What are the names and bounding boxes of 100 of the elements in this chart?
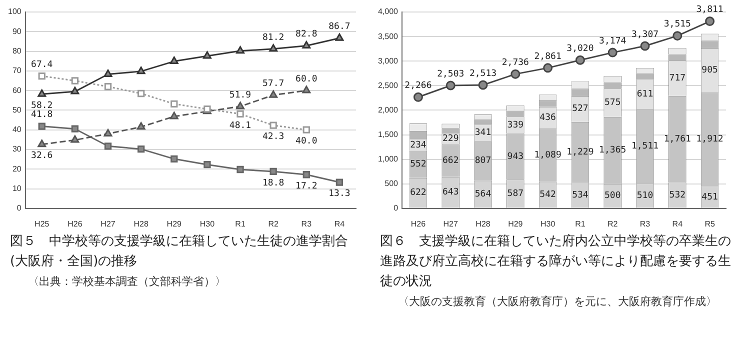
y-tick-label: 0: [394, 204, 399, 213]
data-label: 622: [410, 188, 426, 198]
y-tick-label: 1,500: [378, 130, 399, 139]
data-label: 41.8: [31, 110, 53, 120]
data-label: 2,513: [469, 68, 497, 79]
x-tick-label: H26: [68, 219, 83, 228]
x-tick-label: R3: [640, 219, 651, 228]
data-label: 3,515: [664, 20, 691, 30]
y-tick-label: 0: [16, 204, 22, 213]
data-label: 339: [507, 120, 524, 130]
data-label: 48.1: [229, 120, 252, 131]
data-label: 229: [442, 134, 459, 144]
x-tick-label: H30: [540, 219, 556, 228]
data-label: 2,266: [404, 80, 432, 91]
data-label: 42.3: [262, 132, 284, 142]
data-label: 564: [474, 190, 492, 200]
data-label: 436: [540, 112, 556, 123]
y-tick-label: 40: [12, 125, 22, 134]
y-tick-label: 20: [12, 164, 22, 174]
data-label: 51.9: [229, 90, 252, 100]
x-tick-label: H25: [34, 219, 50, 228]
y-tick-label: 3,000: [378, 56, 399, 66]
x-tick-label: H29: [166, 219, 182, 228]
data-label: 58.2: [31, 100, 53, 111]
x-tick-label: R2: [607, 219, 618, 228]
y-tick-label: 2,000: [378, 105, 399, 114]
x-tick-label: H27: [100, 219, 116, 228]
data-label: 1,089: [534, 150, 562, 160]
data-label: 527: [572, 104, 588, 114]
data-label: 3,307: [631, 30, 659, 40]
y-tick-label: 30: [12, 144, 22, 154]
data-label: 1,229: [566, 147, 594, 158]
y-tick-label: 1,000: [378, 154, 399, 164]
data-label: 611: [636, 90, 654, 100]
data-label: 234: [410, 140, 426, 150]
data-label: 534: [572, 190, 588, 200]
data-label: 17.2: [296, 181, 318, 192]
y-tick-label: 60: [12, 86, 22, 95]
data-label: 905: [702, 66, 718, 76]
data-label: 532: [669, 190, 686, 200]
data-label: 67.4: [31, 60, 53, 70]
data-label: 943: [507, 152, 524, 162]
y-tick-label: 50: [12, 105, 22, 114]
data-label: 510: [636, 190, 654, 201]
x-tick-label: R5: [704, 219, 716, 228]
data-label: 18.8: [262, 178, 284, 188]
data-label: 542: [540, 190, 556, 200]
text: 図６ 支援学級に在籍していた府内公立中学校等の卒業生の進路及び府立高校に在籍する障がい等により配慮を要する生徒の状況: [379, 233, 732, 291]
data-label: 662: [442, 156, 459, 166]
data-label: 82.8: [296, 30, 318, 40]
data-label: 1,912: [696, 134, 724, 145]
data-label: 807: [474, 156, 492, 166]
data-label: 552: [410, 160, 426, 170]
data-label: 500: [604, 191, 621, 202]
y-tick-label: 10: [12, 184, 22, 193]
data-label: 1,761: [664, 134, 691, 144]
data-label: 86.7: [328, 22, 350, 32]
data-label: 13.3: [328, 189, 350, 200]
data-label: 3,020: [566, 44, 594, 54]
x-tick-label: H27: [443, 219, 458, 228]
data-label: 643: [442, 188, 459, 198]
text: 図５ 中学校等の支援学級に在籍していた生徒の進学割合(大阪府・全国)の推移: [9, 233, 349, 271]
x-tick-label: R1: [575, 219, 586, 228]
y-tick-label: 500: [384, 179, 399, 188]
y-tick-label: 100: [8, 7, 22, 16]
y-tick-label: 2,500: [378, 80, 399, 90]
data-label: 32.6: [31, 151, 53, 162]
x-tick-label: R4: [672, 219, 684, 228]
x-tick-label: H26: [410, 219, 426, 228]
y-tick-label: 90: [12, 26, 22, 36]
y-tick-label: 4,000: [378, 7, 399, 16]
data-label: 81.2: [262, 32, 284, 43]
x-tick-label: H28: [134, 219, 149, 228]
data-label: 2,503: [437, 69, 464, 80]
data-label: 1,365: [599, 146, 626, 156]
x-tick-label: R1: [235, 219, 246, 228]
data-label: 3,811: [696, 5, 724, 16]
data-label: 57.7: [262, 78, 284, 89]
x-tick-label: H28: [476, 219, 491, 228]
data-label: 2,736: [502, 58, 529, 68]
x-tick-label: R4: [334, 219, 346, 228]
data-label: 40.0: [296, 136, 318, 147]
x-tick-label: R2: [268, 219, 279, 228]
y-tick-label: 70: [12, 66, 22, 76]
data-label: 60.0: [296, 74, 318, 84]
data-label: 3,174: [599, 36, 626, 46]
x-tick-label: R3: [301, 219, 312, 228]
y-tick-label: 80: [12, 46, 22, 56]
data-label: 451: [702, 192, 718, 202]
text: 〈大阪の支援教育（大阪府教育庁）を元に、大阪府教育庁作成〉: [397, 294, 718, 309]
x-tick-label: H30: [200, 219, 216, 228]
data-label: 1,511: [631, 142, 659, 152]
y-tick-label: 3,500: [378, 32, 399, 41]
data-label: 2,861: [534, 52, 562, 62]
data-label: 587: [507, 189, 524, 200]
x-tick-label: H29: [508, 219, 524, 228]
data-label: 341: [474, 128, 492, 138]
data-label: 717: [669, 74, 686, 84]
text: 〈出典：学校基本調査（文部科学省）〉: [27, 274, 227, 289]
data-label: 575: [604, 98, 621, 108]
